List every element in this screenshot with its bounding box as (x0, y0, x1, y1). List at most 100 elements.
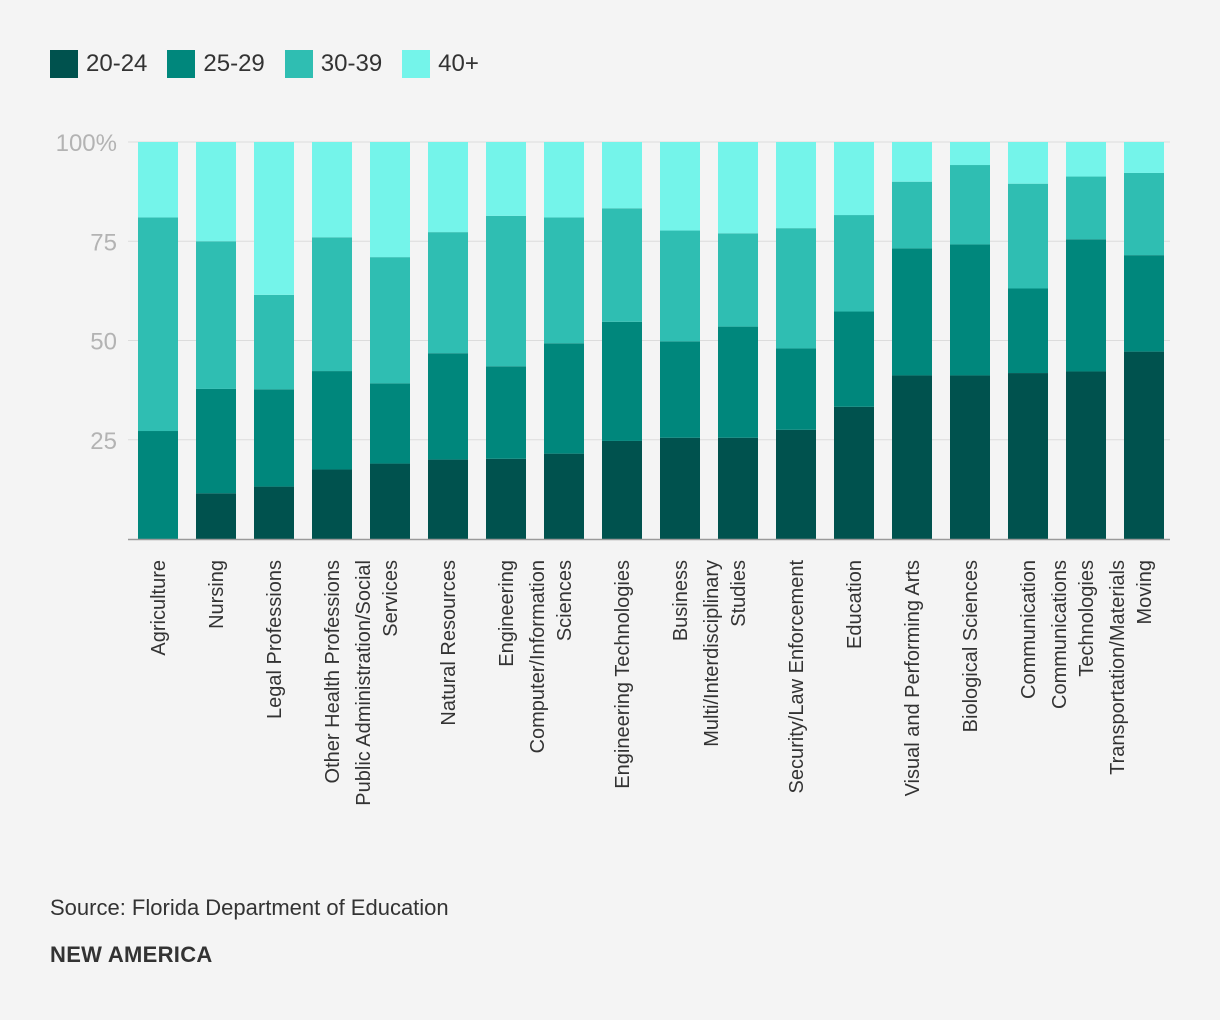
stacked-bar-chart: 100% 75 50 25 Agriculture Nursing Legal Profes… (56, 130, 1170, 806)
x-tick-label: Agriculture (148, 560, 170, 656)
bar-segment (776, 228, 816, 349)
bar-segment (1066, 371, 1106, 539)
brand-logo-text: NEW AMERICA (50, 942, 213, 967)
legend-label-40-plus: 40+ (438, 50, 479, 77)
x-tick-label: Education (844, 560, 866, 649)
bar-segment (312, 142, 352, 238)
legend-item-20-24: 20-24 (50, 50, 147, 78)
bar-segment (196, 241, 236, 389)
bar-segment (602, 321, 642, 441)
x-tick-label: Legal Professions (264, 560, 286, 719)
y-tick-label: 25 (90, 428, 117, 455)
x-tick-label: Biological Sciences (960, 560, 982, 732)
x-tick-label: Studies (728, 560, 750, 627)
bar-segment (370, 383, 410, 464)
bar-segment (1124, 142, 1164, 173)
bar-segment (892, 142, 932, 182)
bar-segment (660, 230, 700, 342)
bar-segment (718, 142, 758, 234)
bar-segment (254, 294, 294, 390)
bar-segment (254, 486, 294, 539)
bar-segment (312, 371, 352, 470)
legend-swatch-30-39 (284, 50, 313, 78)
x-tick-label: Sciences (554, 560, 576, 641)
bar-segment (1008, 142, 1048, 184)
bar-segment (312, 469, 352, 539)
bar-segment (544, 343, 584, 454)
bar-segment (138, 431, 178, 539)
bar-segment (486, 215, 526, 367)
bar-segment (834, 142, 874, 216)
x-tick-label: Communication (1018, 560, 1040, 699)
x-tick-label: Visual and Performing Arts (902, 560, 924, 796)
bar-segment (196, 388, 236, 494)
bar-segment (660, 437, 700, 539)
bar-segment (660, 142, 700, 231)
y-tick-label: 50 (90, 329, 117, 356)
bar-segment (776, 348, 816, 430)
bar-segment (602, 440, 642, 539)
bar-segment (486, 458, 526, 539)
bar-segment (950, 142, 990, 166)
x-tick-label: Computer/Information (527, 560, 549, 753)
bar-segment (1066, 239, 1106, 372)
bar-segment (834, 215, 874, 312)
y-tick-label: 100% (56, 130, 117, 157)
bar-segment (1066, 176, 1106, 240)
bar-segment (138, 217, 178, 432)
legend-swatch-25-29 (167, 50, 196, 78)
bar-segment (544, 142, 584, 218)
x-tick-label: Other Health Professions (322, 560, 344, 783)
source-note: Source: Florida Department of Education (50, 895, 449, 920)
bar-segment (138, 142, 178, 218)
legend-label-25-29: 25-29 (203, 50, 265, 77)
bar-segment (718, 326, 758, 438)
bar-segment (1008, 183, 1048, 289)
bar-segment (312, 237, 352, 372)
bar-segment (254, 142, 294, 295)
bar-segment (950, 375, 990, 539)
legend-item-40-plus: 40+ (402, 50, 479, 78)
bar-segment (486, 366, 526, 459)
bar-segment (428, 142, 468, 233)
bar-segment (370, 257, 410, 384)
x-tick-label: Communications (1049, 560, 1071, 709)
x-tick-label: Multi/Interdisciplinary (701, 560, 723, 747)
bar-segment (950, 165, 990, 245)
bar-segment (196, 493, 236, 539)
bar-segment (834, 406, 874, 539)
bar-segment (892, 181, 932, 249)
bar-segment (428, 232, 468, 354)
x-tick-label: Nursing (206, 560, 228, 629)
bar-segment (776, 142, 816, 229)
bar-segment (486, 142, 526, 216)
bar-segment (1008, 373, 1048, 539)
bar-segment (950, 244, 990, 376)
legend-label-30-39: 30-39 (320, 50, 383, 77)
x-tick-label: Technologies (1076, 560, 1098, 677)
bar-segment (718, 233, 758, 327)
bar-segment (428, 353, 468, 460)
bar-segment (1124, 351, 1164, 539)
x-tick-label: Natural Resources (438, 560, 460, 726)
bar-segment (892, 248, 932, 376)
bar-segment (428, 459, 468, 539)
bar-segment (602, 208, 642, 322)
bar-segment (660, 341, 700, 438)
bar-segment (254, 389, 294, 487)
bar-segment (544, 217, 584, 344)
bar-segment (196, 142, 236, 242)
x-tick-label: Engineering (496, 560, 518, 667)
legend-label-20-24: 20-24 (86, 50, 148, 77)
bar-segment (1124, 255, 1164, 352)
bar-segment (370, 142, 410, 258)
x-tick-label: Services (380, 560, 402, 637)
y-tick-label: 75 (90, 229, 117, 256)
bar-segment (718, 437, 758, 539)
legend-item-30-39: 30-39 (284, 50, 383, 78)
x-tick-label: Security/Law Enforcement (786, 560, 808, 794)
bar-segment (544, 453, 584, 539)
legend-item-25-29: 25-29 (167, 50, 265, 78)
bar-segment (776, 429, 816, 539)
bar-segment (834, 311, 874, 407)
